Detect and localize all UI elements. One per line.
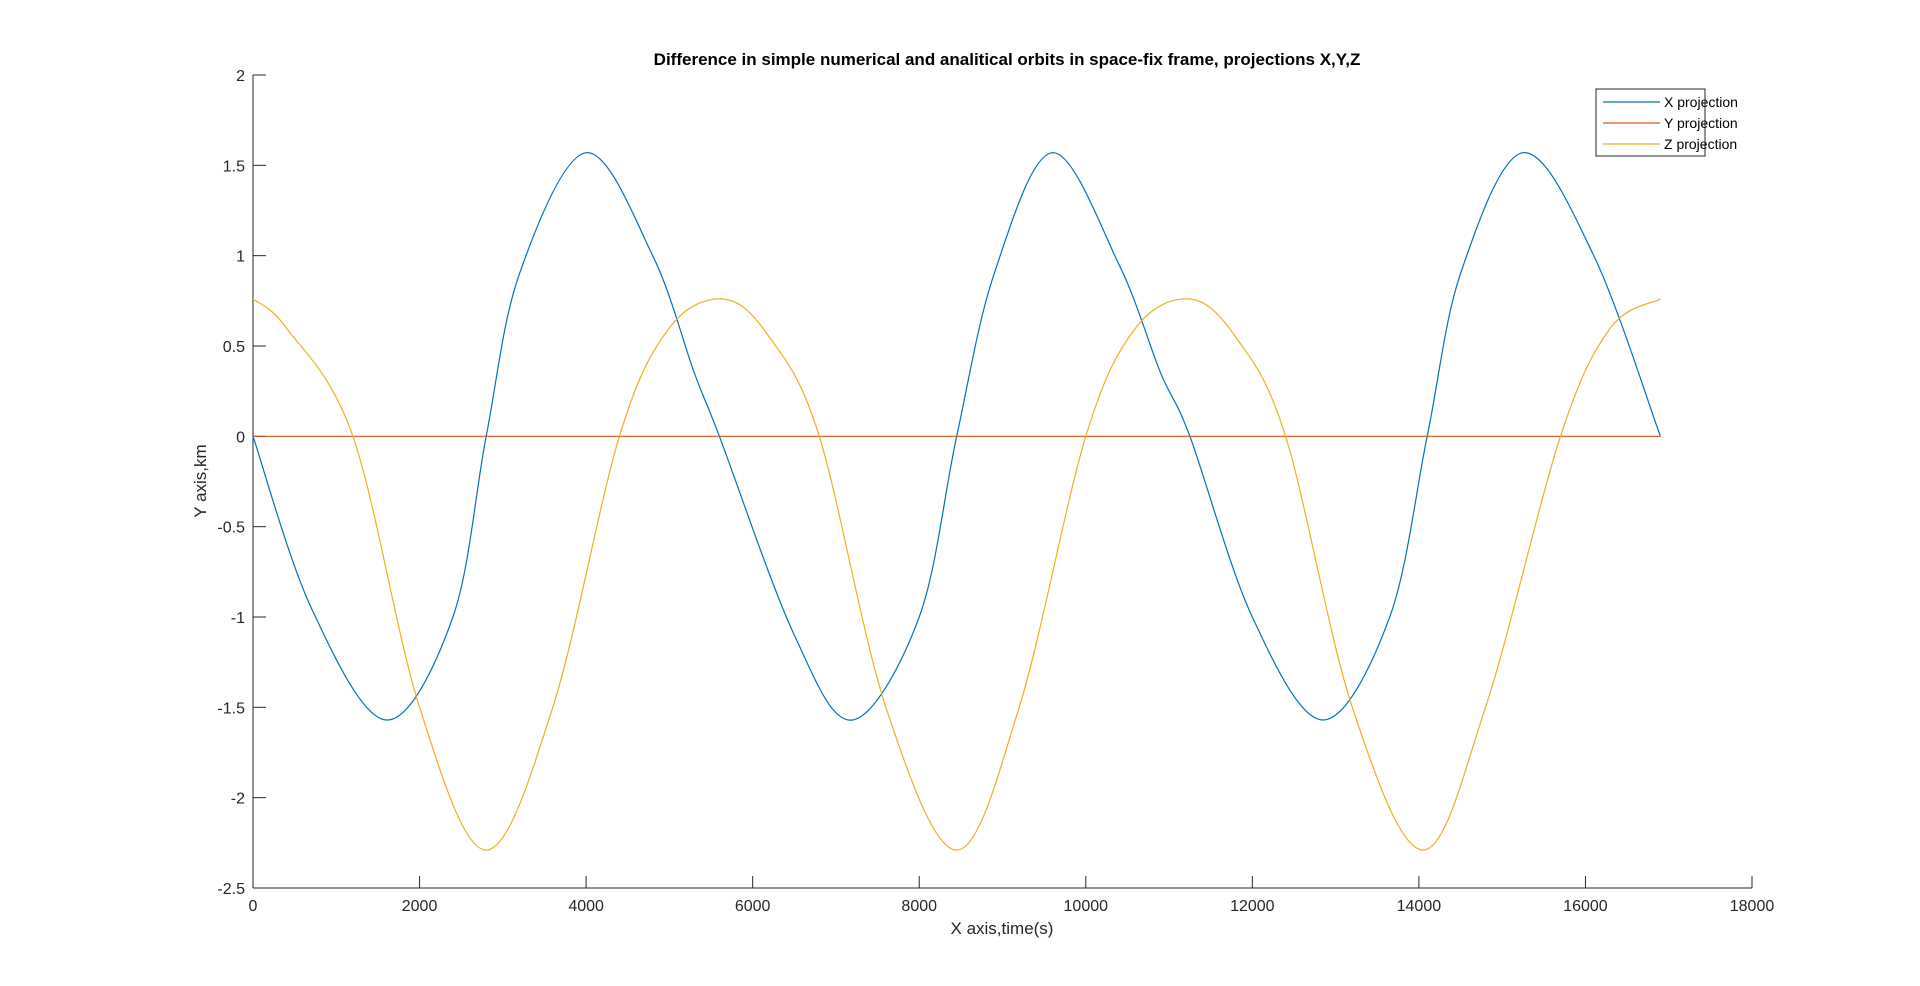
y-tick-label: -0.5: [217, 520, 245, 537]
y-tick-label: 0.5: [223, 339, 245, 356]
x-tick-label: 12000: [1230, 898, 1275, 915]
y-tick-label: -1.5: [217, 700, 245, 717]
x-tick-label: 2000: [402, 898, 438, 915]
series-lines: [252, 152, 1661, 851]
chart-title: Difference in simple numerical and anali…: [654, 50, 1361, 69]
y-ticks: 2 1.5 1 0.5 0 -0.5 -1 -1.5 -2 -2.5: [217, 68, 266, 898]
x-tick-label: 14000: [1397, 898, 1442, 915]
x-tick-label: 18000: [1730, 898, 1775, 915]
y-tick-label: 1: [236, 249, 245, 266]
plot-area: 0 2000 4000 6000 8000 10000 12000 14000 16000 180…: [217, 68, 1774, 915]
y-tick-label: 2: [236, 68, 245, 85]
legend-label-y-projection: Y projection: [1664, 115, 1738, 131]
x-ticks: 0 2000 4000 6000 8000 10000 12000 14000 16000 180…: [249, 876, 1775, 915]
legend-label-x-projection: X projection: [1664, 94, 1738, 110]
legend-label-z-projection: Z projection: [1664, 136, 1737, 152]
x-tick-label: 10000: [1064, 898, 1109, 915]
x-tick-label: 16000: [1563, 898, 1608, 915]
series-line-x-projection: [252, 152, 1661, 721]
x-axis-label: X axis,time(s): [951, 919, 1054, 938]
y-tick-label: -1: [231, 610, 245, 627]
y-tick-label: -2: [231, 791, 245, 808]
x-tick-label: 4000: [568, 898, 604, 915]
series-line-z-projection: [252, 298, 1661, 851]
y-axis-label: Y axis,km: [191, 444, 210, 517]
x-tick-label: 6000: [735, 898, 771, 915]
x-tick-label: 0: [249, 898, 258, 915]
y-tick-label: 1.5: [223, 158, 245, 175]
y-tick-label: 0: [236, 429, 245, 446]
legend: X projection Y projection Z projection: [1595, 88, 1738, 157]
x-tick-label: 8000: [901, 898, 937, 915]
y-tick-label: -2.5: [217, 881, 245, 898]
